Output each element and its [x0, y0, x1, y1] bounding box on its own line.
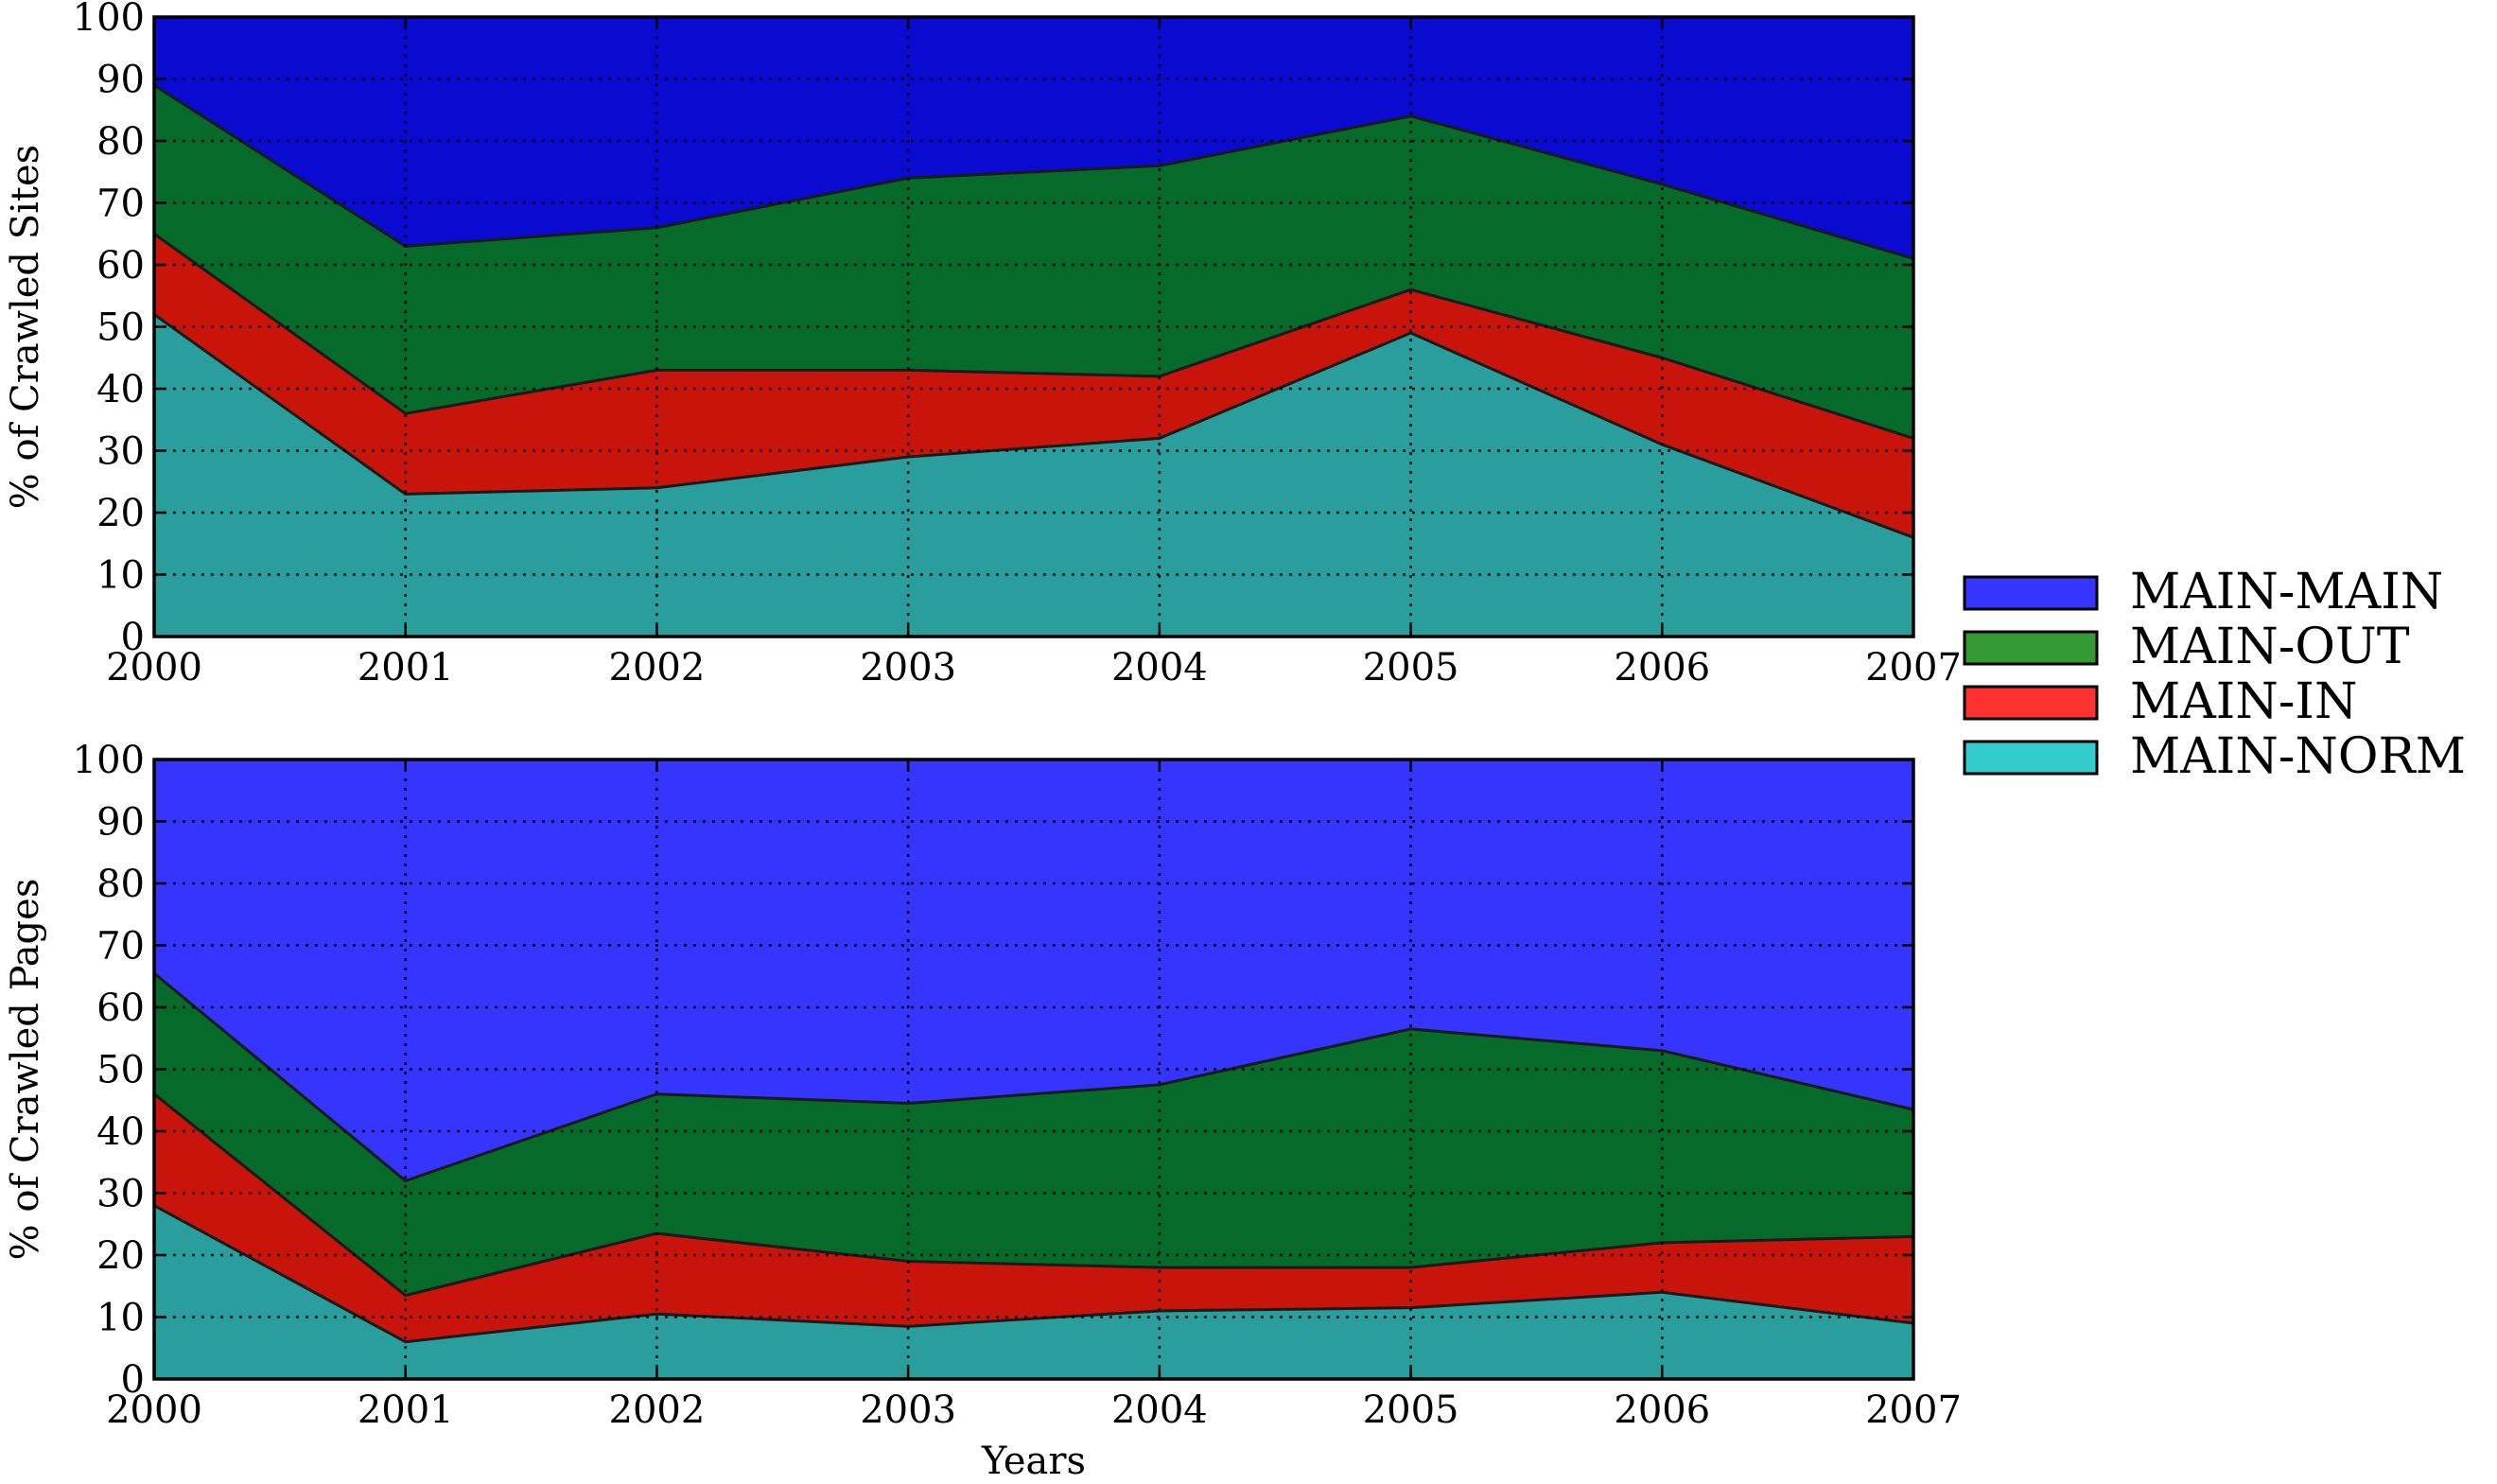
series-line-main-norm: [153, 313, 1914, 539]
legend-item-main-out: MAIN-OUT: [1963, 619, 2410, 675]
legend-label: MAIN-OUT: [2130, 619, 2410, 675]
area-main-out: [154, 85, 1913, 439]
legend-label: MAIN-MAIN: [2130, 564, 2443, 620]
x-tick-label: 2005: [1363, 646, 1459, 690]
x-axis-title: Years: [981, 1440, 1086, 1483]
legend-swatch: [1963, 575, 2099, 611]
legend-label: MAIN-IN: [2130, 673, 2357, 730]
x-tick-label: 2000: [106, 646, 202, 690]
series-line-main-out: [153, 83, 1914, 260]
legend-item-main-in: MAIN-IN: [1963, 673, 2357, 730]
area-main-main: [154, 759, 1913, 1181]
y-tick-label: 30: [96, 1173, 145, 1216]
y-axis-title: % of Crawled Sites: [4, 145, 47, 509]
plot-frame: [152, 15, 1915, 638]
x-tick-label: 2006: [1614, 1388, 1710, 1432]
y-tick-label: 0: [121, 1358, 145, 1402]
y-tick-label: 100: [73, 0, 145, 40]
series-line-main-norm: [153, 1204, 1914, 1344]
y-tick-labels: 0 10 20 30 40 50 60 70 80 90 100: [73, 739, 145, 1402]
y-tick-label: 90: [96, 59, 145, 102]
chart-panel-pages: 2000 2001 2002 2003 2004 2005 2006 2007 0 10 20 30 4…: [4, 739, 1962, 1483]
legend-item-main-main: MAIN-MAIN: [1963, 564, 2443, 620]
y-tick-label: 80: [96, 120, 145, 164]
x-tick-label: 2007: [1865, 646, 1962, 690]
area-main-out: [154, 972, 1913, 1296]
x-tick-label: 2004: [1111, 1388, 1208, 1432]
area-main-in: [154, 234, 1913, 538]
legend-item-main-norm: MAIN-NORM: [1963, 728, 2466, 785]
y-tick-label: 60: [96, 244, 145, 288]
y-tick-label: 20: [96, 1234, 145, 1278]
y-tick-label: 0: [121, 616, 145, 659]
legend-swatch: [1963, 740, 2099, 776]
x-tick-label: 2004: [1111, 646, 1208, 690]
y-tick-label: 40: [96, 1110, 145, 1154]
y-tick-label: 40: [96, 368, 145, 411]
area-layers: [154, 759, 1913, 1379]
y-tick-labels: 0 10 20 30 40 50 60 70 80 90 100: [73, 0, 145, 659]
legend-label: MAIN-NORM: [2130, 728, 2466, 785]
y-tick-label: 50: [96, 306, 145, 350]
series-boundaries: [153, 83, 1914, 539]
x-tick-labels: 2000 2001 2002 2003 2004 2005 2006 2007: [106, 646, 1962, 690]
series-line-main-out: [153, 971, 1914, 1183]
grid: [154, 759, 1913, 1379]
x-tick-label: 2001: [358, 1388, 454, 1432]
series-boundaries: [153, 971, 1914, 1344]
y-tick-label: 80: [96, 863, 145, 906]
y-tick-label: 30: [96, 430, 145, 474]
y-tick-label: 100: [73, 739, 145, 782]
legend-swatch: [1963, 630, 2099, 666]
y-tick-label: 20: [96, 492, 145, 535]
chart-panel-sites: 2000 2001 2002 2003 2004 2005 2006 2007 0 10 20 30 4…: [4, 0, 1962, 690]
x-tick-label: 2003: [860, 1388, 956, 1432]
y-tick-label: 70: [96, 183, 145, 226]
y-tick-label: 50: [96, 1049, 145, 1092]
y-tick-label: 10: [96, 1297, 145, 1340]
series-line-main-in: [153, 233, 1914, 440]
series-line-main-in: [153, 1092, 1914, 1298]
area-main-norm: [154, 314, 1913, 637]
x-tick-label: 2006: [1614, 646, 1710, 690]
grid: [154, 17, 1913, 637]
area-main-in: [154, 1093, 1913, 1342]
x-tick-label: 2000: [106, 1388, 202, 1432]
x-tick-label: 2001: [358, 646, 454, 690]
y-axis-title: % of Crawled Pages: [4, 879, 47, 1261]
x-tick-label: 2005: [1363, 1388, 1459, 1432]
area-main-main: [154, 17, 1913, 259]
y-tick-label: 90: [96, 801, 145, 845]
x-tick-labels: 2000 2001 2002 2003 2004 2005 2006 2007: [106, 1388, 1962, 1432]
plot-frame: [152, 758, 1915, 1381]
y-tick-label: 10: [96, 554, 145, 598]
area-layers: [154, 17, 1913, 637]
x-tick-label: 2003: [860, 646, 956, 690]
legend-swatch: [1963, 685, 2099, 721]
y-tick-label: 60: [96, 986, 145, 1030]
y-tick-label: 70: [96, 925, 145, 969]
area-main-norm: [154, 1205, 1913, 1379]
x-tick-label: 2002: [609, 646, 706, 690]
x-tick-label: 2002: [609, 1388, 706, 1432]
x-tick-label: 2007: [1865, 1388, 1962, 1432]
